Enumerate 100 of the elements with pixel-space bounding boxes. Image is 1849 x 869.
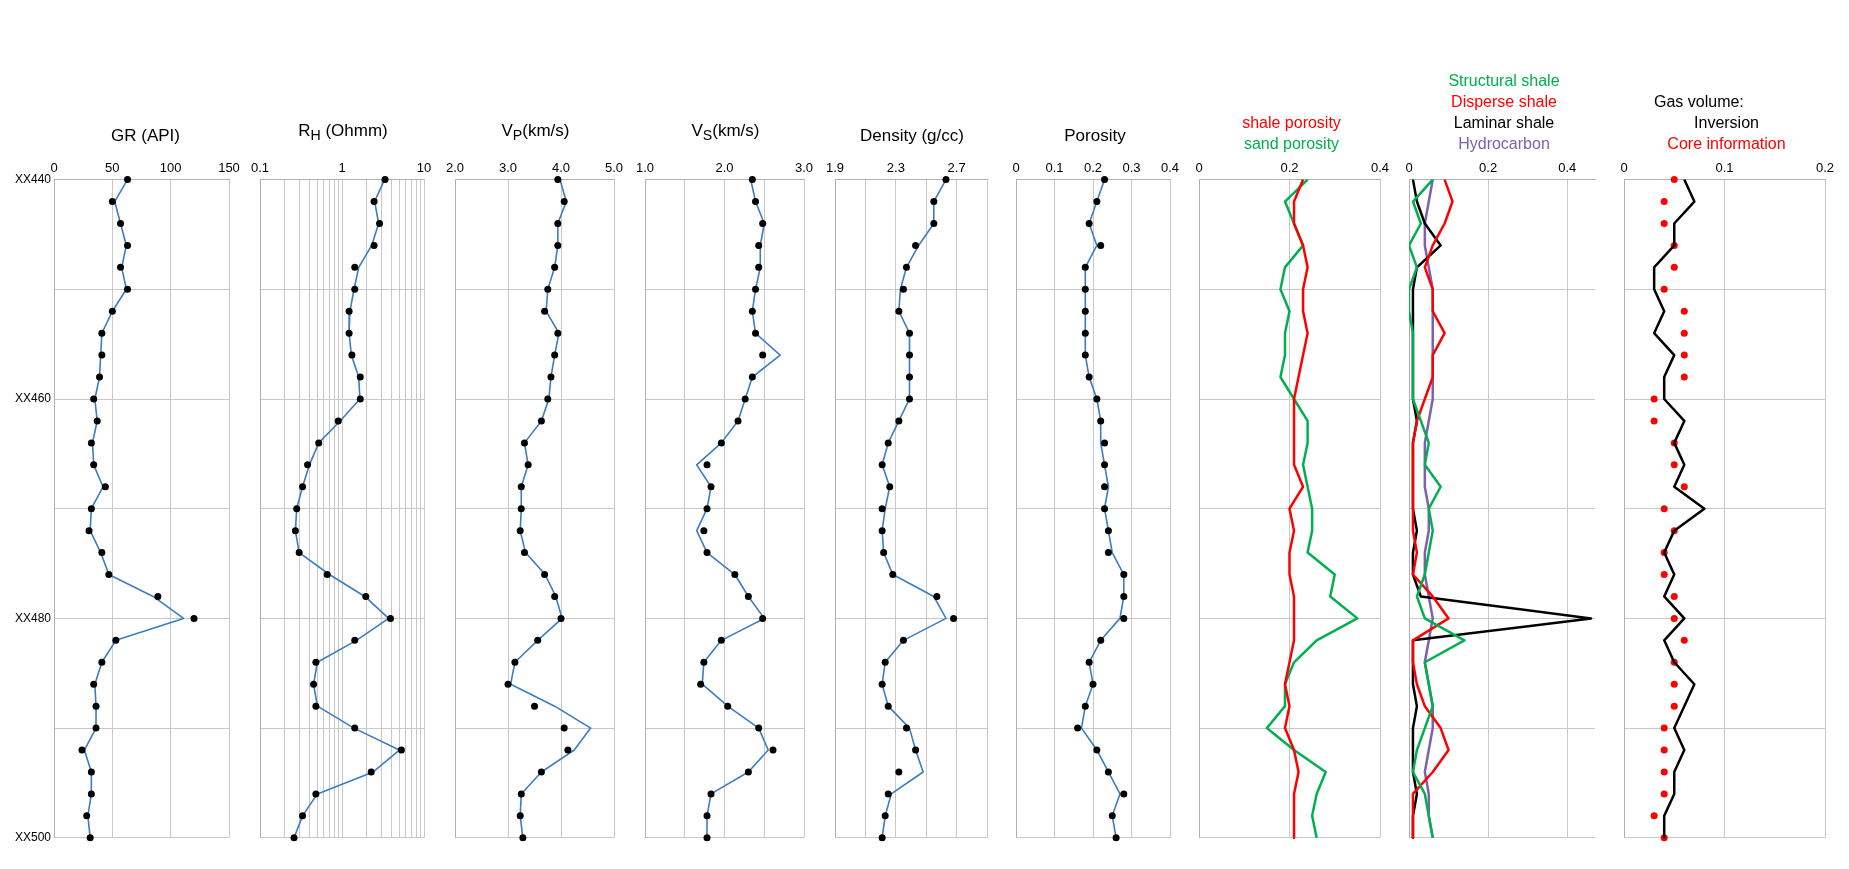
x-tick-label: 10: [416, 160, 432, 176]
point: [90, 461, 98, 469]
x-tick-label: 100: [159, 160, 182, 176]
point: [92, 702, 100, 710]
point: [554, 219, 562, 227]
point: [105, 571, 113, 579]
text: shale porosity: [1242, 113, 1341, 133]
point: [703, 461, 711, 469]
point: [1120, 614, 1128, 622]
text: Laminar shale: [1453, 113, 1555, 133]
point: [86, 834, 94, 842]
point: [1120, 571, 1128, 579]
x-tick-label: 5.0: [604, 160, 624, 176]
point: [124, 176, 132, 184]
point: [98, 329, 106, 337]
point: [731, 571, 739, 579]
x-tick-label: 2.3: [886, 160, 905, 176]
point: [551, 263, 559, 271]
point: [112, 636, 120, 644]
point: [930, 219, 938, 227]
point: [759, 351, 767, 359]
point: [551, 592, 559, 600]
x-tick-label: 0.2: [1815, 160, 1835, 176]
y-tick-label: XX500: [15, 830, 52, 845]
point: [1101, 176, 1109, 184]
point: [1660, 571, 1668, 579]
point: [1680, 329, 1688, 337]
point: [878, 834, 886, 842]
point: [899, 636, 907, 644]
x-tick-label: 150: [218, 160, 240, 176]
point: [1097, 241, 1105, 249]
point: [878, 505, 886, 513]
point: [1081, 263, 1089, 271]
point: [1660, 724, 1668, 732]
point: [912, 746, 920, 754]
point: [895, 307, 903, 315]
point: [1680, 483, 1688, 491]
x-tick-label: 0: [50, 160, 58, 176]
point: [554, 176, 562, 184]
point: [734, 417, 742, 425]
point: [700, 658, 708, 666]
point: [1660, 505, 1668, 513]
point: [520, 439, 528, 447]
point: [1074, 724, 1082, 732]
point: [541, 307, 549, 315]
chart-title: V$_{S}$(km/s): [691, 119, 760, 145]
point: [1081, 702, 1089, 710]
point: [1081, 285, 1089, 293]
x-tick-label: 4.0: [551, 160, 571, 176]
point: [517, 483, 525, 491]
point: [752, 285, 760, 293]
point: [707, 483, 715, 491]
point: [703, 505, 711, 513]
point: [717, 636, 725, 644]
point: [1089, 680, 1097, 688]
point: [752, 198, 760, 206]
point: [78, 746, 86, 754]
point: [744, 592, 752, 600]
chart-title: Porosity: [1064, 125, 1126, 146]
point: [517, 790, 525, 798]
point: [1650, 812, 1658, 820]
point: [1101, 461, 1109, 469]
point: [717, 439, 725, 447]
point: [190, 614, 198, 622]
point: [554, 329, 562, 337]
point: [1670, 680, 1678, 688]
point: [744, 768, 752, 776]
point: [534, 636, 542, 644]
point: [87, 505, 95, 513]
point: [930, 198, 938, 206]
point: [560, 198, 568, 206]
x-tick-label: 0.2: [1083, 160, 1103, 176]
point: [1680, 373, 1688, 381]
point: [1101, 505, 1109, 513]
x-tick-label: 1: [338, 160, 346, 176]
x-tick-label: 0.2: [1479, 160, 1498, 176]
point: [933, 592, 941, 600]
point: [1112, 834, 1120, 842]
point: [906, 373, 913, 381]
point: [547, 373, 555, 381]
point: [884, 439, 892, 447]
point: [511, 658, 519, 666]
point: [1670, 592, 1678, 600]
chart-title: Density (g/cc): [860, 125, 964, 146]
y-tick-label: XX480: [15, 610, 52, 625]
x-tick-label: 0.1: [251, 160, 270, 176]
point: [906, 329, 913, 337]
point: [519, 834, 527, 842]
x-tick-label: 1.9: [826, 160, 845, 176]
point: [1104, 768, 1112, 776]
point: [707, 790, 715, 798]
point: [1650, 417, 1658, 425]
x-tick-label: 0: [1405, 160, 1413, 176]
text: sand porosity: [1243, 134, 1340, 154]
point: [85, 527, 93, 535]
point: [1104, 549, 1112, 557]
point: [1101, 439, 1109, 447]
point: [878, 680, 886, 688]
point: [537, 768, 545, 776]
text: Inversion: [1694, 113, 1759, 133]
